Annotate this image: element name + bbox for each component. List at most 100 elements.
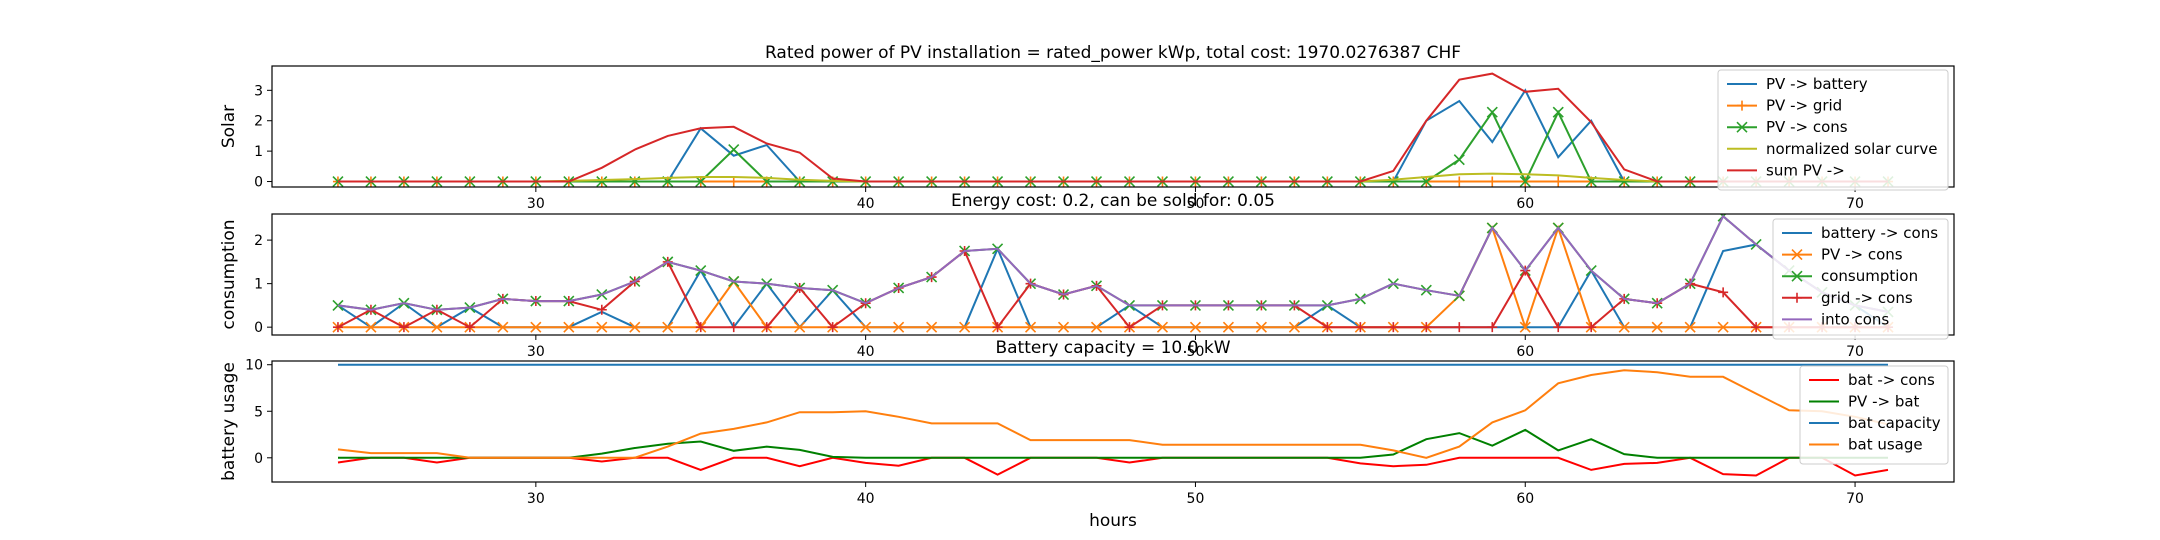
y-tick-label: 2 [254,233,263,249]
data-point-pv-cons [1453,154,1465,166]
data-point-pv-cons [497,321,509,333]
data-point-pv-cons [1519,175,1531,187]
x-tick-label: 60 [1516,491,1534,507]
data-point-pv-cons [1024,321,1037,333]
data-point-grid-cons [728,322,739,333]
x-tick-label: 60 [1516,344,1534,360]
y-tick-label: 10 [245,358,263,374]
data-point-pv-cons [695,175,707,187]
x-tick-label: 40 [857,491,875,507]
x-tick-label: 30 [527,196,545,212]
y-tick-label: 3 [254,83,263,99]
legend-marker-pv-cons [1791,249,1803,261]
chart-title: Rated power of PV installation = rated_p… [765,43,1461,63]
axes-frame [271,360,1955,483]
data-point-grid-cons [1454,322,1465,333]
x-tick-label: 30 [527,344,545,360]
legend-marker-consumption [1791,270,1803,282]
series-line-sum-pv [338,72,1888,183]
y-tick-label: 1 [254,277,263,293]
data-point-grid-cons [1421,322,1432,333]
legend-box [1772,218,1949,340]
axes-frame [271,65,1955,188]
y-axis-label: battery usage [219,362,239,481]
x-tick-label: 50 [1187,344,1205,360]
legend-label-normalized-solar-curve: normalized solar curve [1766,140,1937,158]
data-point-grid-cons [1388,322,1399,333]
legend-label-battery-cons: battery -> cons [1821,224,1938,242]
data-point-pv-cons [926,321,938,333]
series-line-pv-bat [338,428,1888,459]
data-point-pv-cons [1222,321,1234,333]
series-line-bat-usage [337,369,1889,459]
data-point-pv-grid [728,176,739,187]
axes-frame [271,213,1955,336]
data-point-pv-cons [1057,321,1070,333]
legend-label-consumption: consumption [1821,267,1918,285]
legend-label-pv-cons: PV -> cons [1821,246,1903,264]
legend-label-grid-cons: grid -> cons [1821,289,1913,307]
data-point-grid-cons [1355,322,1366,333]
data-point-grid-cons [464,322,475,333]
x-tick-label: 60 [1516,196,1534,212]
data-point-grid-cons [992,322,1003,333]
data-point-grid-cons [827,322,838,333]
data-point-pv-cons [1090,321,1103,333]
legend-label-into-cons: into cons [1821,310,1889,328]
data-point-pv-cons [1156,321,1169,333]
data-point-pv-grid [1487,176,1498,187]
data-point-pv-cons [794,175,806,187]
data-point-grid-cons [695,322,706,333]
legend-label-sum-pv: sum PV -> [1766,161,1845,179]
data-point-pv-cons [1651,321,1663,333]
data-point-pv-cons [1189,321,1202,333]
x-tick-label: 70 [1846,196,1864,212]
data-point-pv-cons [1288,321,1300,333]
legend-label-pv-bat: PV -> bat [1848,393,1920,411]
data-point-pv-cons [893,321,905,333]
data-point-grid-cons [1322,322,1333,333]
y-axis-label: Solar [219,105,239,148]
data-point-grid-cons [761,322,772,333]
legend: battery -> cons PV -> cons consumption grid… [1772,218,1949,340]
data-point-pv-cons [860,321,872,333]
data-point-pv-grid [1553,176,1564,187]
y-tick-label: 5 [254,404,263,420]
data-point-pv-cons [1684,321,1696,333]
data-point-pv-cons [596,175,608,187]
legend: PV -> battery PV -> grid PV -> cons normali… [1717,69,1949,191]
series-line-pv-cons [338,224,1888,331]
data-point-pv-cons [794,321,806,333]
data-point-pv-cons [1519,321,1531,333]
data-point-pv-grid [1454,176,1465,187]
data-point-grid-cons [1751,322,1762,333]
x-tick-label: 50 [1187,491,1205,507]
data-point-grid-cons [332,322,343,333]
legend-box [1799,365,1949,465]
data-point-pv-cons [1255,321,1267,333]
data-point-pv-cons [563,321,575,333]
legend-label-pv-battery: PV -> battery [1766,75,1868,93]
y-tick-label: 0 [254,175,263,191]
y-tick-label: 0 [254,320,263,336]
subplot-3: Battery capacity = 10.0 kW battery usage 3… [219,338,1955,507]
series-line-bat-cons [337,456,1889,477]
data-point-grid-cons [1553,322,1564,333]
chart-title: Battery capacity = 10.0 kW [995,338,1230,358]
legend-box [1717,69,1949,191]
data-point-pv-cons [629,321,641,333]
data-point-pv-cons [530,321,542,333]
legend-label-pv-grid: PV -> grid [1766,97,1842,115]
x-tick-label: 30 [527,491,545,507]
data-point-grid-cons [596,304,607,315]
x-axis-label: hours [1089,511,1137,531]
legend-label-bat-usage: bat usage [1848,436,1923,454]
y-tick-label: 0 [254,451,263,467]
legend-label-bat-cons: bat -> cons [1848,371,1935,389]
legend: bat -> cons PV -> bat bat capacity bat usag… [1799,365,1949,465]
data-point-grid-cons [1124,322,1135,333]
data-point-grid-cons [1487,322,1498,333]
data-point-grid-cons [398,322,409,333]
data-point-pv-cons [431,321,443,333]
